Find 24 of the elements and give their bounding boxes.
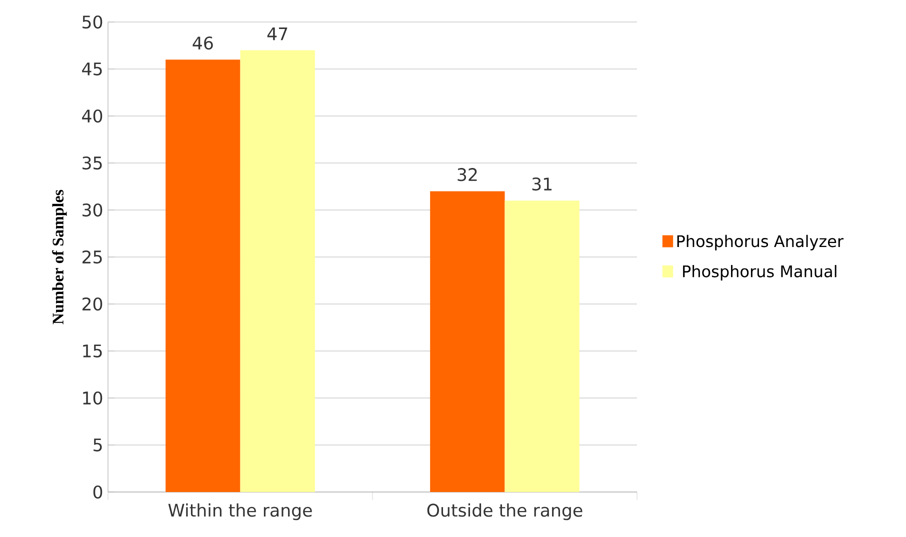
y-tick-label: 25 xyxy=(82,250,102,264)
bar xyxy=(430,191,505,492)
y-tick-label: 15 xyxy=(83,344,102,358)
y-tick-label: 20 xyxy=(82,297,102,311)
x-tick-label: Within the range xyxy=(168,503,312,520)
bar xyxy=(166,60,240,492)
legend-label: Phosphorus Analyzer xyxy=(677,234,844,250)
y-tick-label: 35 xyxy=(82,156,102,170)
y-tick-label: 0 xyxy=(93,485,102,499)
y-tick-label: 45 xyxy=(82,62,102,76)
bar xyxy=(240,50,315,492)
x-tick-label: Outside the range xyxy=(427,503,582,520)
y-tick-label: 40 xyxy=(82,109,102,123)
y-tick-label: 10 xyxy=(83,391,102,405)
data-label: 31 xyxy=(532,177,552,191)
y-tick-label: 30 xyxy=(82,203,102,217)
data-label: 47 xyxy=(267,28,288,40)
legend-label: Phosphorus Manual xyxy=(683,265,836,280)
y-axis-title: Number of Samples xyxy=(52,190,67,324)
bar xyxy=(504,200,580,492)
data-label: 32 xyxy=(458,168,477,182)
y-tick-label: 5 xyxy=(94,438,102,452)
y-tick-label: 50 xyxy=(82,15,102,29)
data-label: 46 xyxy=(192,36,213,50)
